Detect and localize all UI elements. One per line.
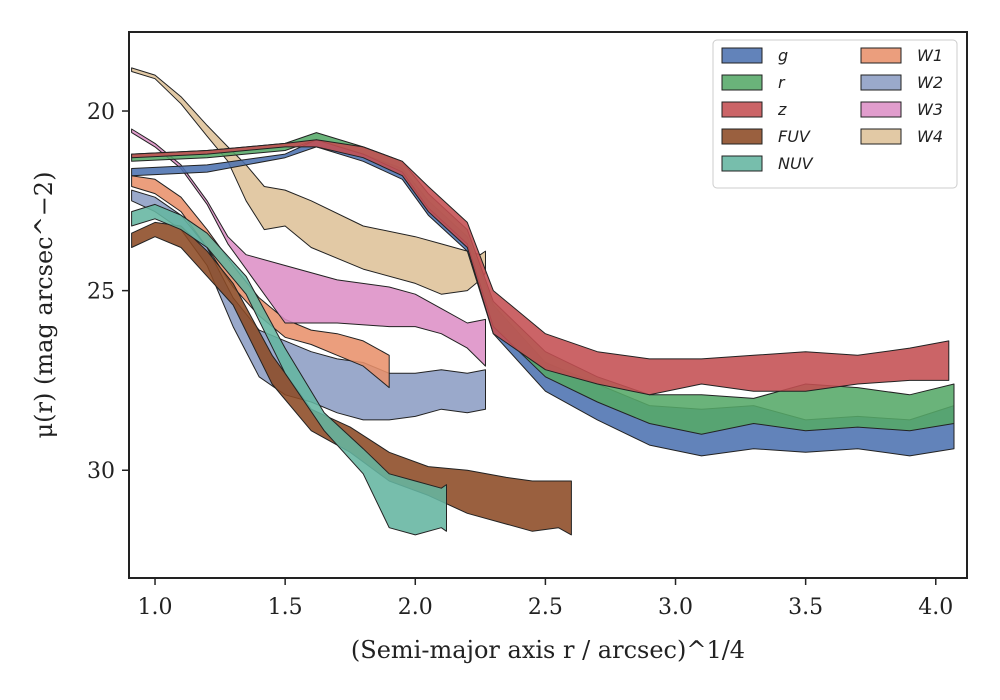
x-tick-label: 4.0 <box>918 595 953 620</box>
axis-ticks: 1.0 1.5 2.0 2.5 3.0 3.5 4.0 20 25 30 <box>87 100 953 620</box>
y-tick-label: 30 <box>87 459 115 484</box>
legend-label-w1: W1 <box>917 46 943 65</box>
legend-swatch-fuv <box>721 128 763 145</box>
x-tick-label: 2.5 <box>528 595 563 620</box>
x-axis-label: (Semi-major axis r / arcsec)^1/4 <box>351 636 745 664</box>
x-tick-label: 3.0 <box>658 595 693 620</box>
legend-label-w3: W3 <box>917 100 943 119</box>
y-axis-label: μ(r) (mag arcsec^−2) <box>30 172 58 439</box>
x-tick-label: 2.0 <box>398 595 433 620</box>
legend-swatch-w2 <box>860 74 902 91</box>
band-w4 <box>131 67 486 295</box>
x-tick-label: 1.0 <box>138 595 173 620</box>
legend-swatch-w4 <box>860 128 902 145</box>
band-w3 <box>131 128 486 367</box>
legend-label-g: g <box>778 46 788 65</box>
legend-label-fuv: FUV <box>778 127 811 146</box>
series-layer <box>131 67 955 536</box>
band-z <box>131 139 950 396</box>
band-fuv <box>131 221 572 536</box>
band-nuv <box>131 203 447 536</box>
legend: grz FUV NUV W1 W2 W3 W4 <box>712 39 958 189</box>
legend-label-z: z <box>777 100 787 119</box>
legend-swatch-z <box>721 101 763 118</box>
x-tick-label: 1.5 <box>268 595 303 620</box>
y-tick-label: 25 <box>87 280 115 305</box>
legend-label-w4: W4 <box>917 127 943 146</box>
y-tick-label: 20 <box>87 100 115 125</box>
legend-swatch-w3 <box>860 101 902 118</box>
x-tick-label: 3.5 <box>788 595 823 620</box>
legend-swatch-nuv <box>721 155 763 172</box>
legend-swatch-g <box>721 47 763 64</box>
legend-label-r: r <box>778 73 786 92</box>
legend-swatch-w1 <box>860 47 902 64</box>
legend-label-nuv: NUV <box>778 154 814 173</box>
plot-frame <box>128 31 968 579</box>
legend-label-w2: W2 <box>917 73 943 92</box>
legend-swatch-r <box>721 74 763 91</box>
